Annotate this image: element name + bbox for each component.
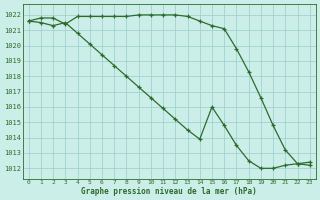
X-axis label: Graphe pression niveau de la mer (hPa): Graphe pression niveau de la mer (hPa): [81, 187, 257, 196]
